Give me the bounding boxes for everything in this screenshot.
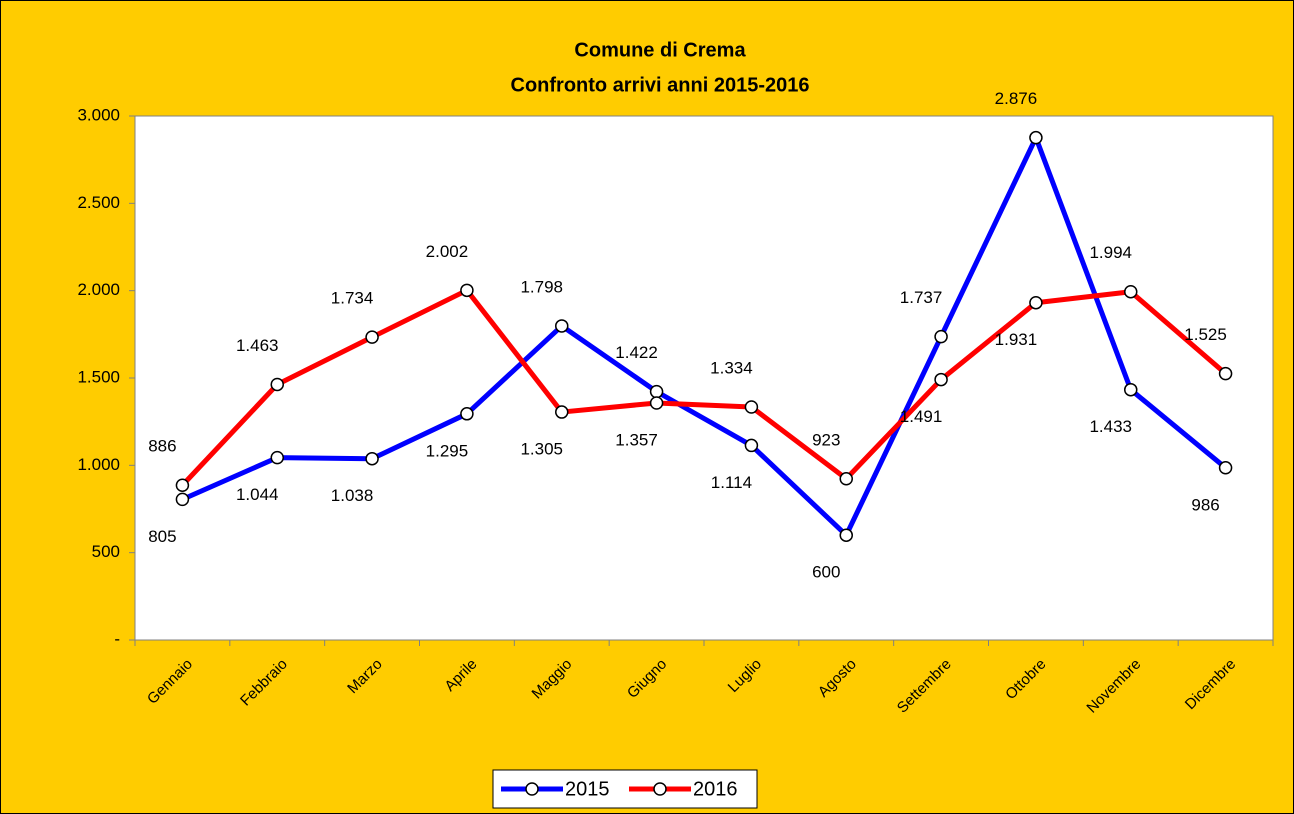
legend-label: 2016: [693, 778, 738, 800]
point-marker: [175, 478, 190, 492]
y-tick-label: 500: [92, 542, 120, 561]
point-marker: [649, 396, 664, 410]
data-label: 2.002: [426, 242, 469, 261]
point-marker: [270, 377, 284, 392]
point-marker: [365, 451, 379, 466]
point-marker: [460, 283, 474, 298]
point-marker: [1029, 130, 1043, 145]
data-label: 1.357: [615, 430, 658, 449]
point-marker: [934, 372, 948, 387]
y-tick-label: 1.000: [77, 455, 120, 474]
data-label: 1.737: [900, 288, 943, 307]
data-label: 1.038: [331, 486, 374, 505]
legend-marker: [525, 782, 539, 796]
point-marker: [1218, 366, 1233, 381]
data-label: 1.463: [236, 336, 279, 355]
data-label: 1.114: [711, 473, 752, 492]
data-label: 1.994: [1089, 243, 1132, 262]
point-marker: [839, 528, 853, 542]
data-label: 1.798: [520, 277, 563, 296]
point-marker: [934, 329, 948, 344]
plot-area: [134, 115, 1274, 641]
point-marker: [1124, 284, 1138, 299]
data-label: 2.876: [995, 89, 1038, 108]
point-marker: [839, 472, 853, 486]
point-marker: [744, 400, 759, 414]
point-marker: [1124, 382, 1138, 397]
chart-subtitle: Confronto arrivi anni 2015-2016: [511, 74, 810, 96]
point-marker: [555, 405, 569, 419]
series-line: [181, 135, 1228, 538]
legend-label: 2015: [565, 778, 610, 800]
point-marker: [1218, 461, 1233, 475]
point-marker: [175, 492, 190, 507]
data-label: 923: [812, 430, 840, 449]
point-marker: [270, 450, 284, 465]
chart-title: Comune di Crema: [574, 39, 746, 61]
point-marker: [649, 384, 664, 399]
data-label: 1.334: [710, 358, 753, 377]
legend-marker: [653, 782, 667, 796]
data-label: 1.491: [900, 407, 943, 426]
data-label: 1.433: [1089, 417, 1132, 436]
data-label: 1.044: [236, 485, 279, 504]
point-marker: [460, 407, 474, 421]
data-label: 1.931: [995, 330, 1038, 349]
y-tick-label: 2.500: [77, 193, 120, 212]
point-marker: [1029, 295, 1043, 310]
point-marker: [555, 319, 569, 333]
data-label: 1.525: [1184, 325, 1227, 344]
data-label: 886: [148, 437, 176, 456]
y-tick-label: 2.000: [77, 280, 120, 299]
point-marker: [744, 438, 759, 453]
y-tick-label: 3.000: [77, 105, 120, 124]
legend: 2015 2016: [492, 769, 758, 809]
data-label: 986: [1191, 495, 1219, 514]
y-tick-label: -: [114, 629, 120, 648]
point-marker: [365, 330, 379, 344]
data-label: 1.422: [615, 343, 658, 362]
data-label: 1.305: [520, 440, 563, 459]
data-label: 805: [148, 527, 176, 546]
data-label: 600: [812, 563, 840, 582]
data-label: 1.734: [331, 289, 374, 308]
y-tick-label: 1.500: [77, 367, 120, 386]
data-label: 1.295: [426, 441, 469, 460]
series-line: [180, 287, 1228, 487]
